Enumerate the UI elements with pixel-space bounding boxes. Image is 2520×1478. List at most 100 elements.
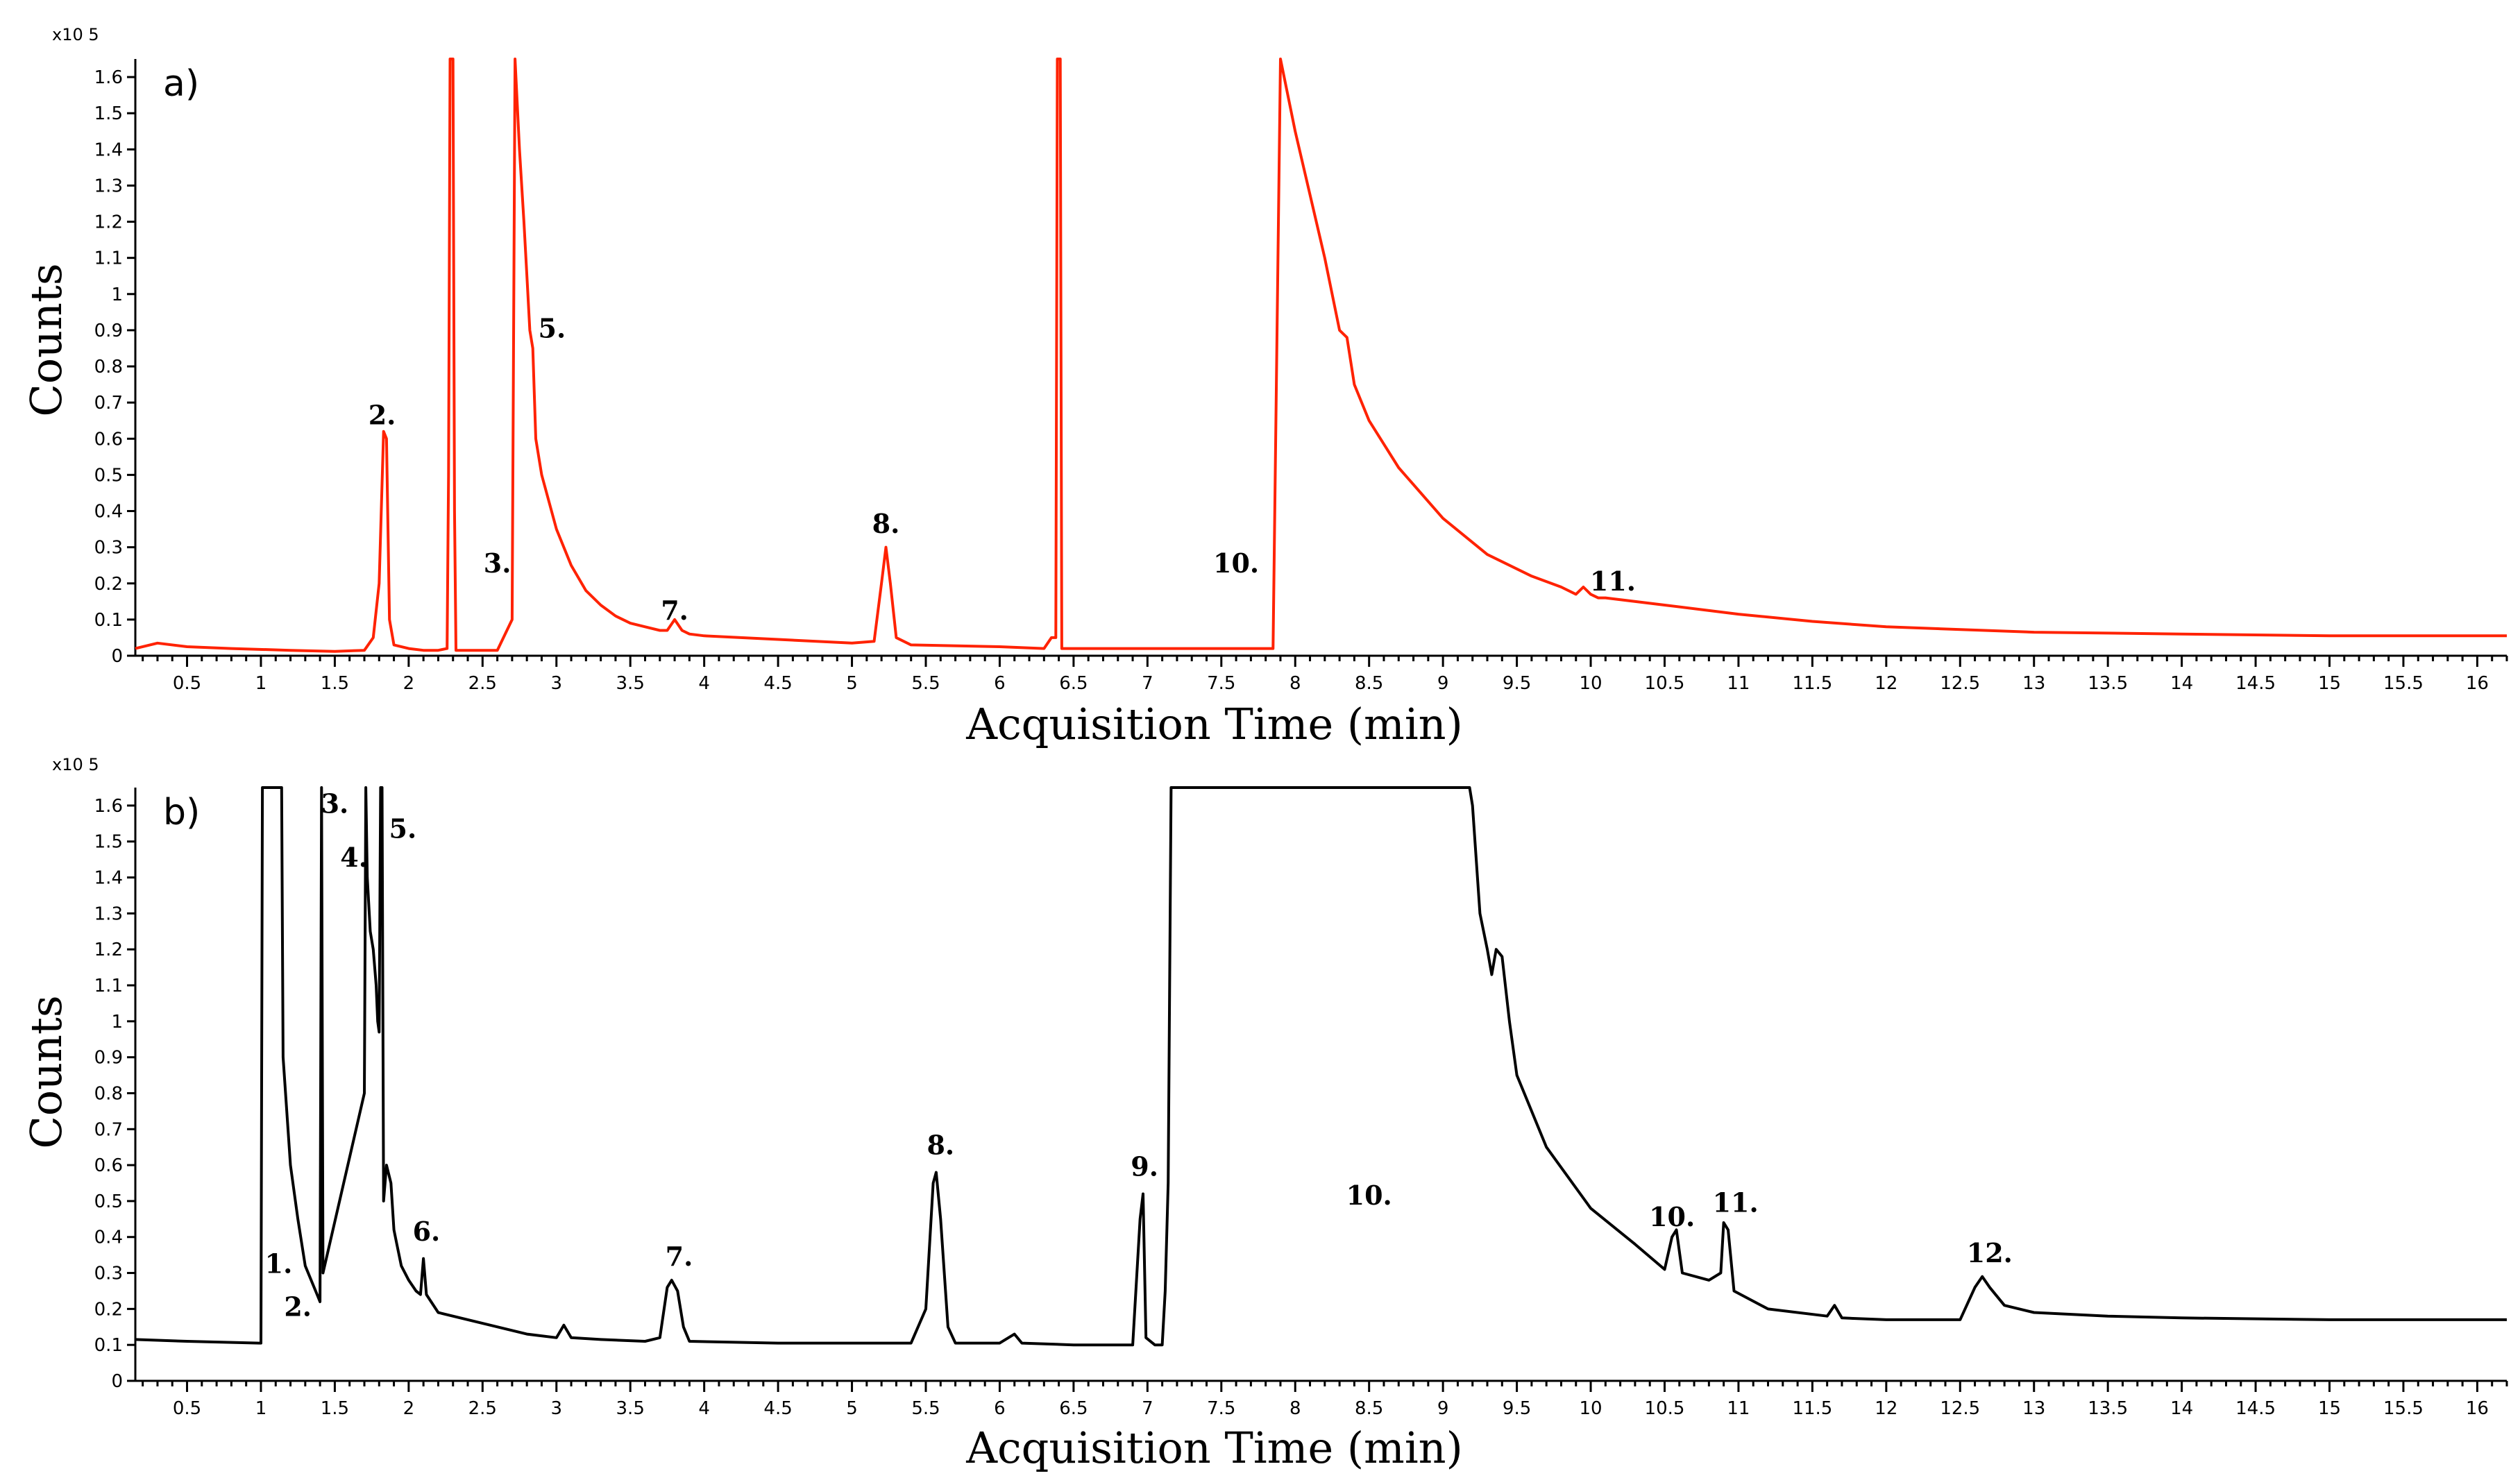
panel-a-x-tick-label: 7.5: [1207, 673, 1235, 694]
panel-b-peak-label: 1.: [265, 1248, 293, 1280]
panel-b-y-tick-label: 0.5: [94, 1191, 123, 1212]
panel-a-peak-label: 11.: [1590, 566, 1636, 597]
panel-a-x-tick-label: 5: [846, 673, 858, 694]
panel-a-x-tick-label: 11: [1727, 673, 1750, 694]
panel-a-peak-label: 5.: [539, 312, 566, 343]
panel-a-x-tick-label: 2: [403, 673, 415, 694]
panel-a-x-tick-label: 10: [1579, 673, 1602, 694]
panel-a-y-tick-label: 1.4: [94, 139, 123, 160]
panel-b-y-tick-label: 0.7: [94, 1119, 123, 1140]
panel-b-y-tick-label: 1.3: [94, 903, 123, 924]
panel-b-peak-label: 11.: [1713, 1187, 1759, 1218]
panel-a-y-tick-label: 0.7: [94, 393, 123, 414]
panel-a-x-tick-label: 11.5: [1792, 673, 1832, 694]
panel-a-x-tick-label: 13: [2022, 673, 2045, 694]
panel-b-x-tick-label: 7.5: [1207, 1398, 1235, 1419]
panel-b-x-tick-label: 12: [1875, 1398, 1897, 1419]
panel-a-x-tick-label: 10.5: [1645, 673, 1685, 694]
panel-a-y-tick-label: 1.1: [94, 248, 123, 269]
panel-b-x-tick-label: 2: [403, 1398, 415, 1419]
panel-a-x-tick-label: 5.5: [911, 673, 940, 694]
panel-b-y-tick-label: 1.6: [94, 796, 123, 817]
panel-b-peak-label: 7.: [666, 1241, 693, 1272]
panel-b-peak-label: 3.: [321, 788, 349, 819]
panel-a-x-tick-label: 3: [550, 673, 562, 694]
panel-a-peak-label: 2.: [369, 399, 396, 430]
panel-b-scale-label: x10 5: [52, 755, 99, 774]
panel-b-y-tick-label: 0.4: [94, 1228, 123, 1248]
panel-a-y-tick-label: 0.8: [94, 357, 123, 377]
panel-b-peak-label: 9.: [1131, 1151, 1158, 1182]
panel-a-trace: [135, 58, 2507, 653]
panel-b-peak-label: 8.: [927, 1130, 954, 1161]
panel-b-x-tick-label: 9.5: [1503, 1398, 1531, 1419]
panel-a-y-tick-label: 0.2: [94, 574, 123, 595]
panel-b-y-tick-label: 1.2: [94, 940, 123, 960]
panel-b-peak-label: 2.: [284, 1291, 312, 1323]
panel-a-y-tick-label: 0: [111, 646, 123, 667]
panel-b-x-tick-label: 11: [1727, 1398, 1750, 1419]
panel-a-x-tick-label: 13.5: [2088, 673, 2128, 694]
panel-a-y-tick-label: 1.6: [94, 67, 123, 88]
panel-b-y-tick-label: 0.1: [94, 1335, 123, 1356]
panel-b-x-tick-label: 10.5: [1645, 1398, 1685, 1419]
panel-a-x-tick-label: 9.5: [1503, 673, 1531, 694]
panel-b-x-tick-label: 15.5: [2383, 1398, 2424, 1419]
panel-b-y-tick-label: 1.4: [94, 868, 123, 889]
panel-a-x-tick-label: 8: [1289, 673, 1301, 694]
panel-b-x-tick-label: 0.5: [173, 1398, 201, 1419]
panel-a-x-tick-label: 12: [1875, 673, 1897, 694]
panel-b-x-tick-label: 3.5: [616, 1398, 645, 1419]
panel-b-trace: [135, 786, 2507, 1347]
panel-a-peak-label: 7.: [661, 595, 688, 626]
panel-b-x-tick-label: 8.5: [1355, 1398, 1383, 1419]
panel-b-peak-label: 5.: [389, 813, 417, 844]
panel-a-x-tick-label: 3.5: [616, 673, 645, 694]
panel-a-y-tick-label: 1: [111, 284, 123, 305]
panel-b-x-tick-label: 1.5: [321, 1398, 349, 1419]
panel-a-y-axis-title: Counts: [21, 263, 71, 416]
panel-a-x-tick-label: 16: [2466, 673, 2489, 694]
panel-a-x-tick-label: 15.5: [2383, 673, 2424, 694]
panel-b-y-tick-label: 0.8: [94, 1083, 123, 1104]
panel-b-peak-label: 10.: [1649, 1201, 1695, 1232]
panel-a: a) x10 5 Counts Acquisition Time (min) 0…: [21, 25, 2508, 749]
panel-b-x-tick-label: 14.5: [2235, 1398, 2276, 1419]
panel-a-x-tick-label: 4.5: [763, 673, 792, 694]
panel-b-peak-label: 12.: [1967, 1237, 2013, 1268]
panel-b-x-tick-label: 3: [550, 1398, 562, 1419]
panel-a-x-tick-label: 15: [2318, 673, 2341, 694]
panel-b-x-tick-label: 4.5: [763, 1398, 792, 1419]
panel-a-plot-area: 00.10.20.30.40.50.60.70.80.911.11.21.31.…: [94, 58, 2508, 694]
panel-a-y-tick-label: 1.5: [94, 103, 123, 124]
panel-a-tag: a): [163, 63, 199, 105]
panel-a-y-tick-label: 0.9: [94, 321, 123, 341]
panel-a-x-axis-title: Acquisition Time (min): [965, 699, 1463, 749]
panel-a-x-tick-label: 6: [994, 673, 1006, 694]
panel-b-peak-label: 6.: [413, 1216, 441, 1247]
panel-a-scale-label: x10 5: [52, 25, 99, 44]
panel-b-y-tick-label: 1.1: [94, 976, 123, 996]
panel-a-x-tick-label: 2.5: [468, 673, 497, 694]
panel-a-x-tick-label: 8.5: [1355, 673, 1383, 694]
panel-b-y-tick-label: 0.6: [94, 1155, 123, 1176]
panel-a-y-tick-label: 0.6: [94, 429, 123, 450]
panel-a-y-tick-label: 0.5: [94, 465, 123, 486]
panel-b-x-tick-label: 16: [2466, 1398, 2489, 1419]
panel-b-plot-area: 00.10.20.30.40.50.60.70.80.911.11.21.31.…: [94, 786, 2508, 1419]
panel-b-x-tick-label: 6.5: [1059, 1398, 1088, 1419]
panel-a-y-tick-label: 1.2: [94, 212, 123, 233]
panel-a-y-tick-label: 0.3: [94, 538, 123, 559]
panel-b-x-tick-label: 8: [1289, 1398, 1301, 1419]
panel-a-x-tick-label: 6.5: [1059, 673, 1088, 694]
panel-a-x-tick-label: 1: [255, 673, 267, 694]
panel-b-x-tick-label: 9: [1437, 1398, 1449, 1419]
panel-b-x-tick-label: 5: [846, 1398, 858, 1419]
panel-b-peak-label: 10.: [1346, 1180, 1392, 1211]
panel-b-x-tick-label: 7: [1142, 1398, 1153, 1419]
panel-b-y-tick-label: 0.2: [94, 1299, 123, 1320]
panel-a-x-tick-label: 1.5: [321, 673, 349, 694]
panel-b: b) x10 5 Counts Acquisition Time (min) 0…: [21, 755, 2508, 1473]
panel-b-x-tick-label: 6: [994, 1398, 1006, 1419]
